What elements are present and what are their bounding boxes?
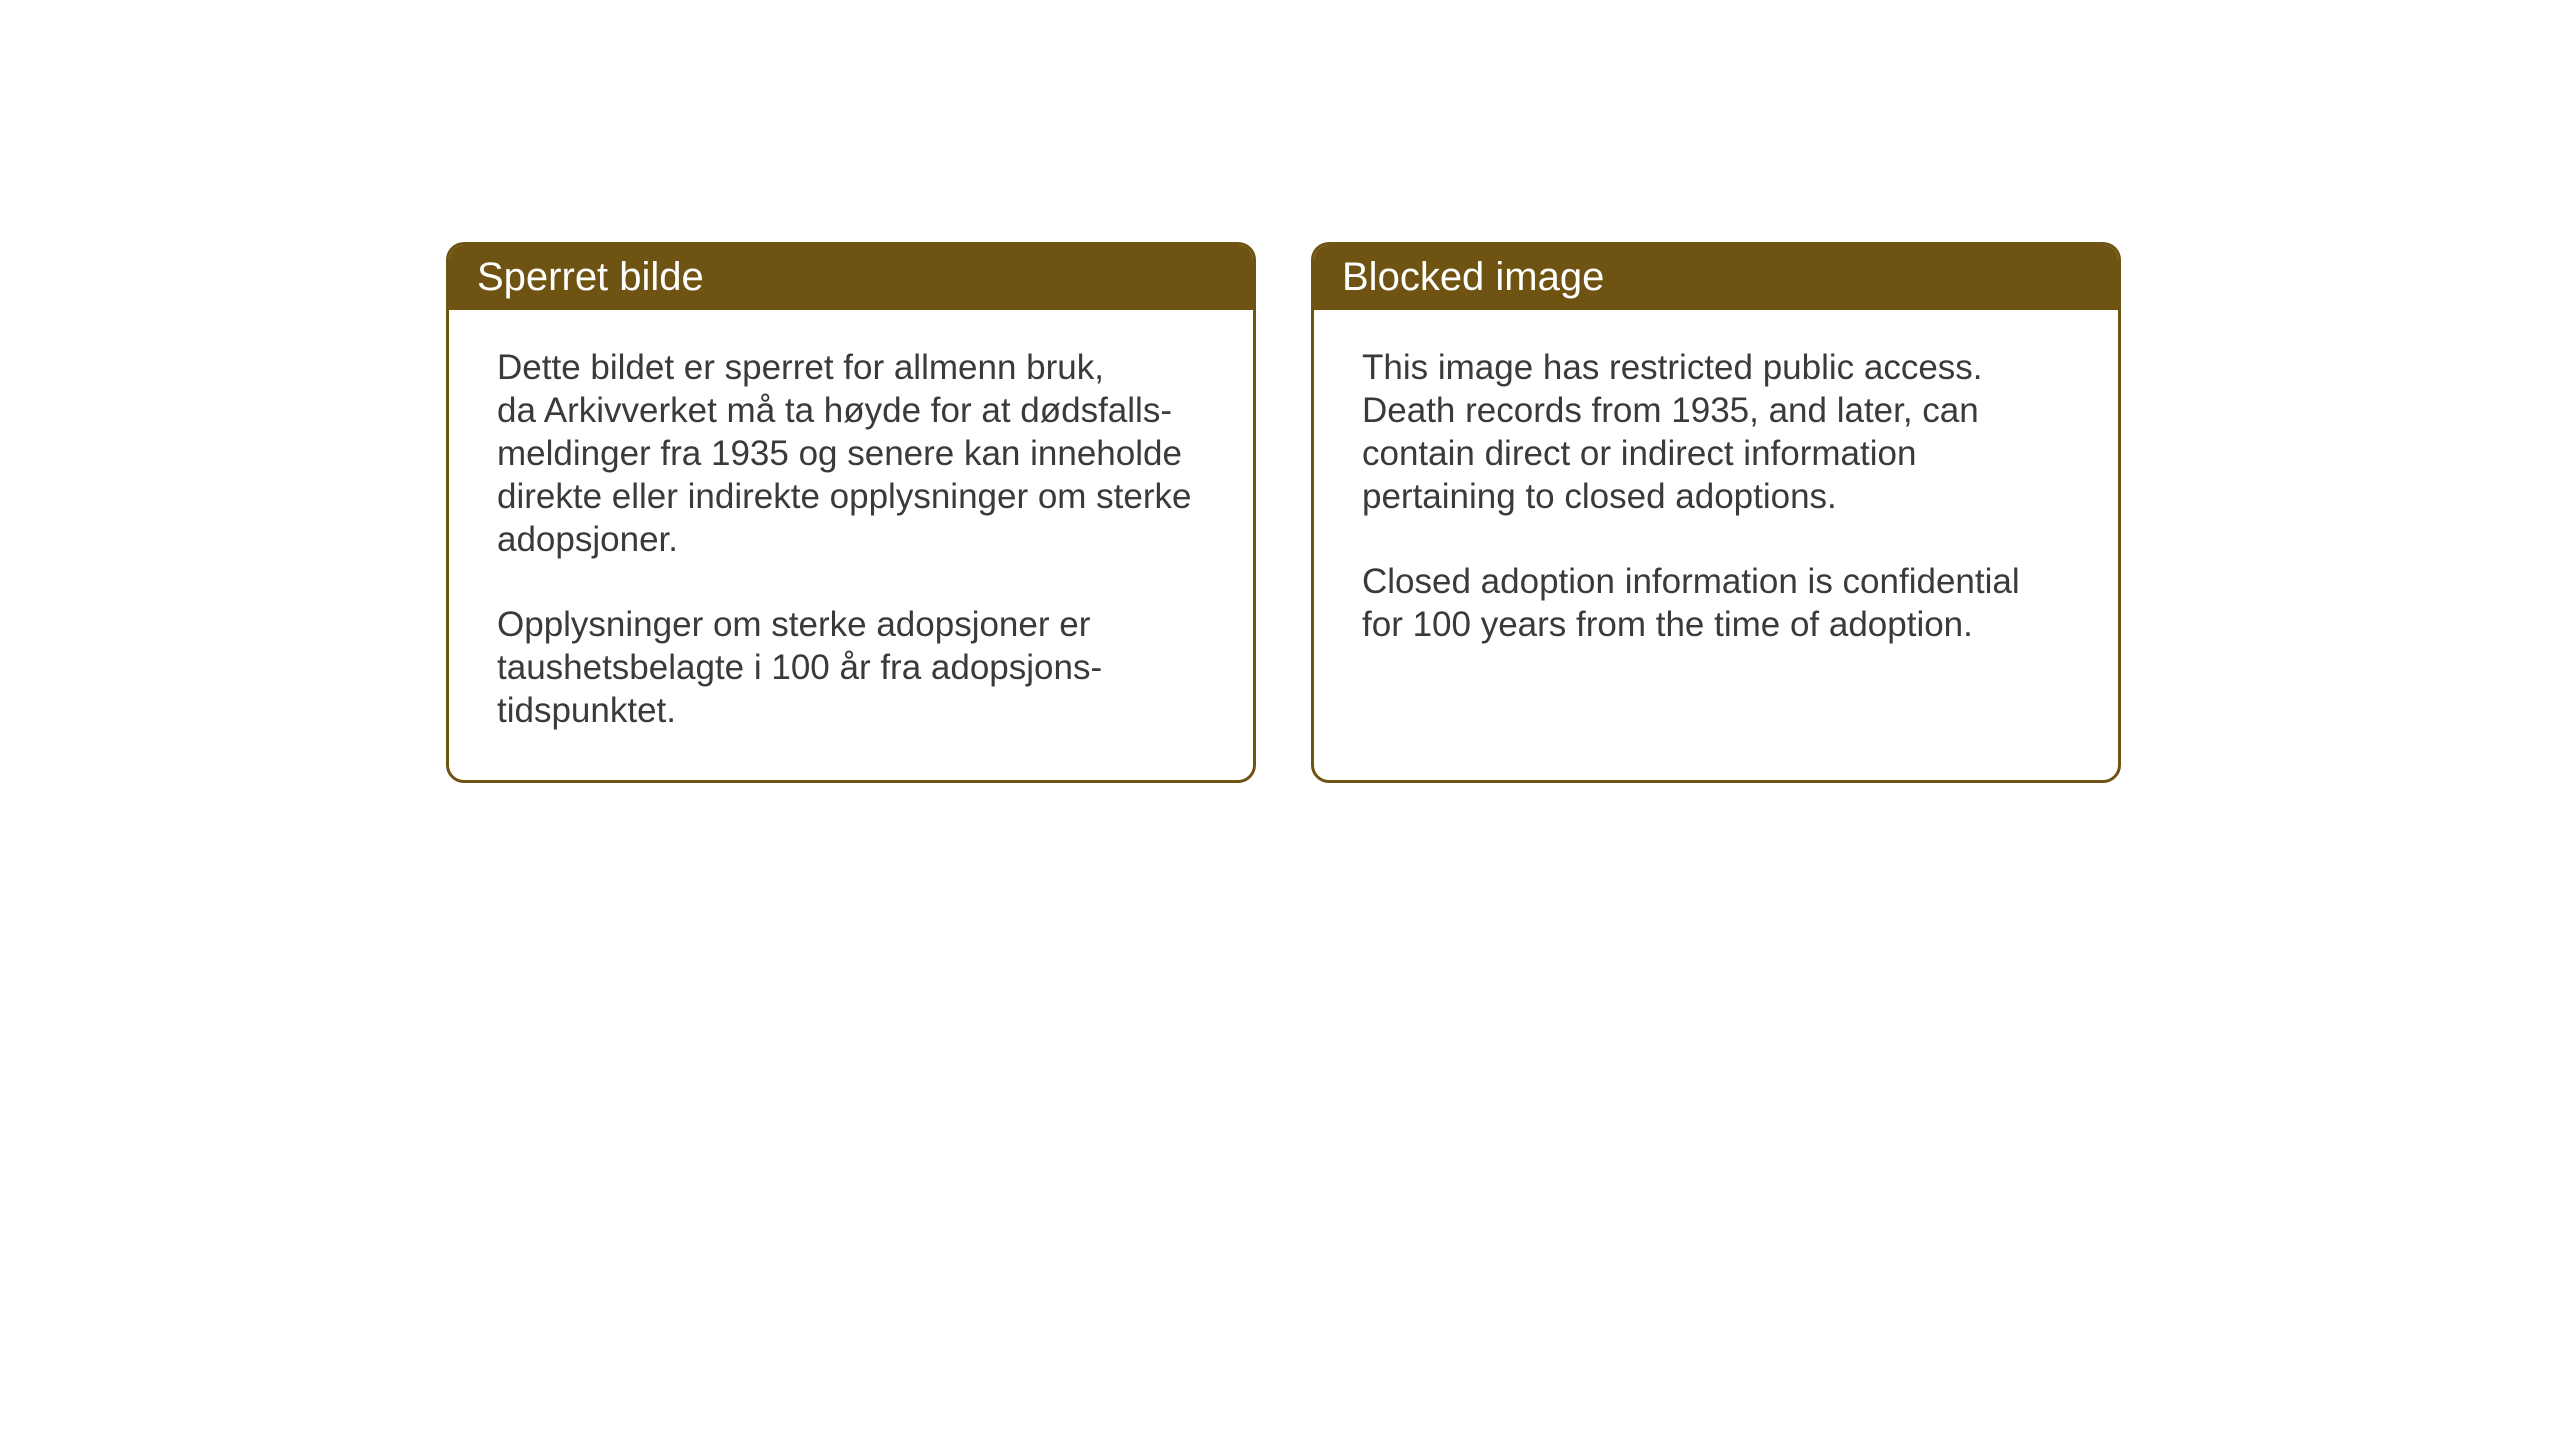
card-body-norwegian: Dette bildet er sperret for allmenn bruk… bbox=[449, 310, 1253, 780]
card-paragraph-2-norwegian: Opplysninger om sterke adopsjoner er tau… bbox=[497, 603, 1205, 732]
card-paragraph-2-english: Closed adoption information is confident… bbox=[1362, 560, 2070, 646]
card-header-english: Blocked image bbox=[1314, 245, 2118, 310]
notice-card-english: Blocked image This image has restricted … bbox=[1311, 242, 2121, 783]
card-body-english: This image has restricted public access.… bbox=[1314, 310, 2118, 694]
card-title-norwegian: Sperret bilde bbox=[477, 255, 704, 299]
card-header-norwegian: Sperret bilde bbox=[449, 245, 1253, 310]
card-paragraph-1-norwegian: Dette bildet er sperret for allmenn bruk… bbox=[497, 346, 1205, 561]
notice-card-norwegian: Sperret bilde Dette bildet er sperret fo… bbox=[446, 242, 1256, 783]
notice-cards-container: Sperret bilde Dette bildet er sperret fo… bbox=[446, 242, 2121, 783]
card-paragraph-1-english: This image has restricted public access.… bbox=[1362, 346, 2070, 518]
card-title-english: Blocked image bbox=[1342, 255, 1604, 299]
